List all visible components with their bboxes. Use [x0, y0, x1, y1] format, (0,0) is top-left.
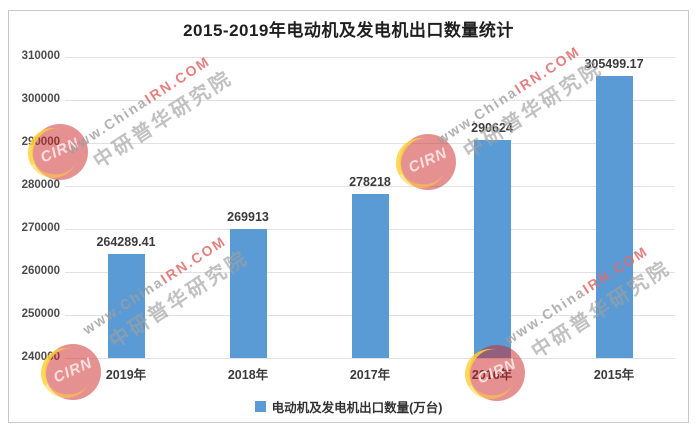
- gridline: [65, 143, 675, 144]
- x-axis-category-label: 2018年: [227, 368, 269, 382]
- gridline: [65, 358, 675, 359]
- x-axis-category-label: 2016年: [471, 368, 513, 382]
- gridline: [65, 57, 675, 58]
- x-axis-category-label: 2015年: [593, 368, 635, 382]
- bar-2019年: [107, 253, 145, 358]
- bar-value-label: 278218: [349, 174, 391, 189]
- gridline: [65, 100, 675, 101]
- legend: 电动机及发电机出口数量(万台): [0, 397, 697, 416]
- bar-2017年: [351, 193, 389, 358]
- y-axis-tick-label: 250000: [21, 308, 60, 320]
- y-axis-tick-label: 310000: [21, 50, 60, 62]
- y-axis-tick-label: 300000: [21, 93, 60, 105]
- bar-value-label: 305499.17: [584, 57, 644, 72]
- bar-2015年: [595, 76, 633, 358]
- y-axis-tick-label: 290000: [21, 136, 60, 148]
- y-axis-tick-label: 240000: [21, 351, 60, 363]
- bar-2018年: [229, 229, 267, 358]
- x-axis-category-label: 2019年: [105, 368, 147, 382]
- x-axis-category-label: 2017年: [349, 368, 391, 382]
- chart-border: [8, 10, 689, 423]
- bar-value-label: 264289.41: [96, 234, 156, 249]
- y-axis-tick-label: 270000: [21, 222, 60, 234]
- legend-series-label: 电动机及发电机出口数量(万台): [271, 401, 443, 415]
- y-axis-tick-label: 260000: [21, 265, 60, 277]
- bar-value-label: 269913: [227, 210, 269, 225]
- chart-title: 2015-2019年电动机及发电机出口数量统计: [183, 21, 514, 40]
- bar-2016年: [473, 140, 511, 358]
- gridline: [65, 186, 675, 187]
- y-axis-tick-label: 280000: [21, 179, 60, 191]
- bar-value-label: 290624: [471, 121, 513, 136]
- legend-marker-swatch: [254, 401, 266, 412]
